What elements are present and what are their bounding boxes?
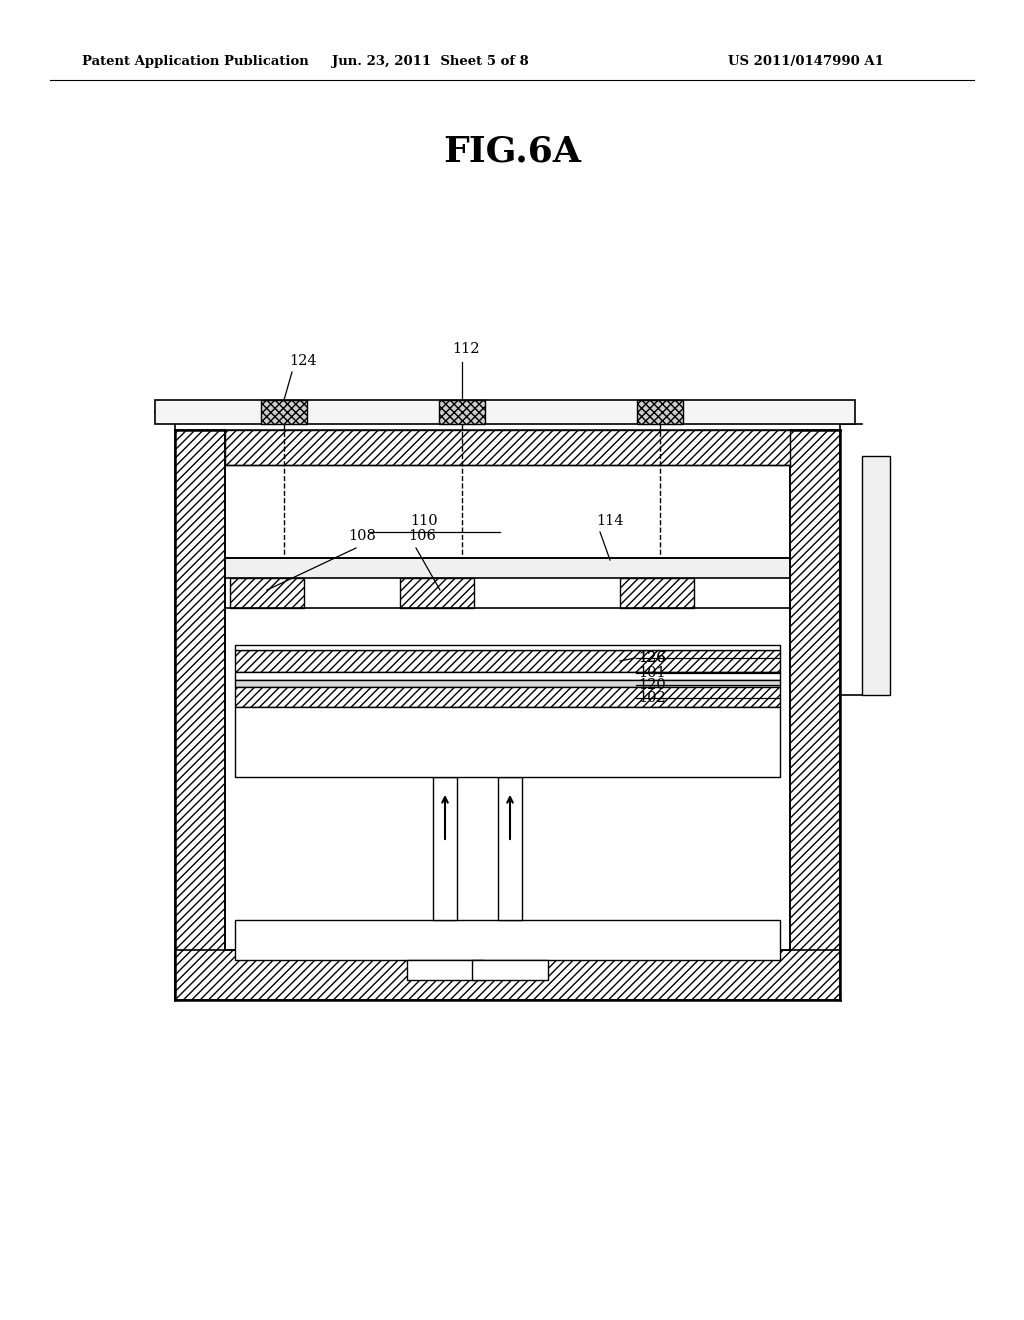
Bar	[472, 960, 548, 979]
Text: 106: 106	[408, 529, 436, 543]
Bar	[230, 578, 304, 609]
Text: 124: 124	[289, 354, 316, 368]
Text: 114: 114	[596, 513, 624, 528]
Bar	[433, 777, 457, 920]
Text: 126: 126	[638, 651, 666, 665]
Text: US 2011/0147990 A1: US 2011/0147990 A1	[728, 55, 884, 69]
Text: 120: 120	[638, 678, 666, 692]
Bar	[439, 400, 485, 424]
Bar	[234, 649, 780, 672]
Bar	[862, 455, 890, 696]
Bar	[155, 400, 855, 424]
Text: 110: 110	[410, 513, 437, 528]
Bar	[620, 578, 694, 609]
Bar	[637, 400, 683, 424]
Text: 126: 126	[638, 651, 666, 665]
Text: 112: 112	[452, 342, 479, 356]
Text: 108: 108	[348, 529, 376, 543]
Bar	[225, 430, 790, 465]
Text: Patent Application Publication: Patent Application Publication	[82, 55, 309, 69]
Bar	[175, 950, 840, 1001]
Text: FIG.6A: FIG.6A	[443, 135, 581, 169]
Text: 101: 101	[638, 667, 666, 680]
Bar	[175, 430, 225, 1001]
Bar	[234, 645, 780, 649]
Bar	[400, 578, 474, 609]
Bar	[261, 400, 307, 424]
Bar	[234, 686, 780, 708]
Bar	[790, 430, 840, 1001]
Bar	[407, 960, 483, 979]
Text: Jun. 23, 2011  Sheet 5 of 8: Jun. 23, 2011 Sheet 5 of 8	[332, 55, 528, 69]
Bar	[234, 680, 780, 686]
Bar	[234, 672, 780, 680]
Bar	[234, 708, 780, 777]
Bar	[234, 920, 780, 960]
Text: 102: 102	[638, 690, 666, 705]
Bar	[225, 558, 790, 578]
Bar	[498, 777, 522, 920]
